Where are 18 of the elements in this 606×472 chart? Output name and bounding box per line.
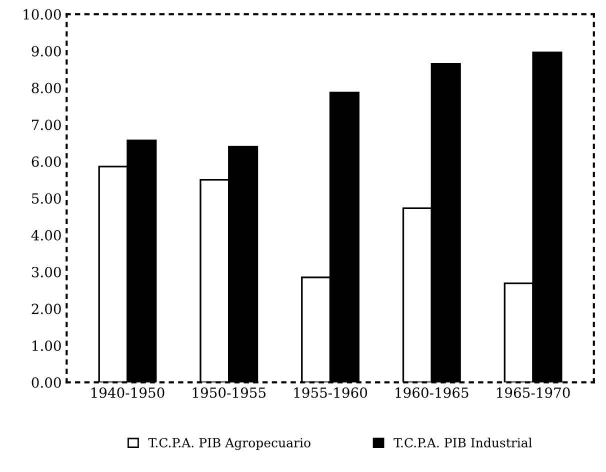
y-tick-label: 2.00 (32, 304, 61, 314)
legend-label: T.C.P.A. PIB Agropecuario (148, 438, 310, 450)
y-tick-label: 9.00 (32, 46, 61, 56)
y-tick-label: 7.00 (32, 120, 61, 130)
x-tick-label: 1965-1970 (497, 387, 570, 398)
y-tick-label: 4.00 (31, 230, 61, 241)
y-tick-label: 8.00 (32, 82, 61, 94)
y-tick-label: 0.00 (32, 377, 61, 388)
y-tick-label: 5.00 (32, 193, 61, 204)
y-tick-label: 3.00 (32, 266, 61, 278)
x-tick-label: 1950-1955 (192, 387, 266, 398)
y-tick-label: 6.00 (32, 156, 61, 167)
y-tick-label: 1.00 (32, 340, 61, 351)
y-tick-label: 10.00 (24, 9, 61, 20)
legend-label: T.C.P.A. PIB Industrial (394, 438, 532, 448)
x-tick-label: 1955-1960 (294, 387, 368, 398)
x-tick-label: 1960-1965 (396, 387, 468, 398)
x-tick-label: 1940-1950 (91, 387, 164, 398)
